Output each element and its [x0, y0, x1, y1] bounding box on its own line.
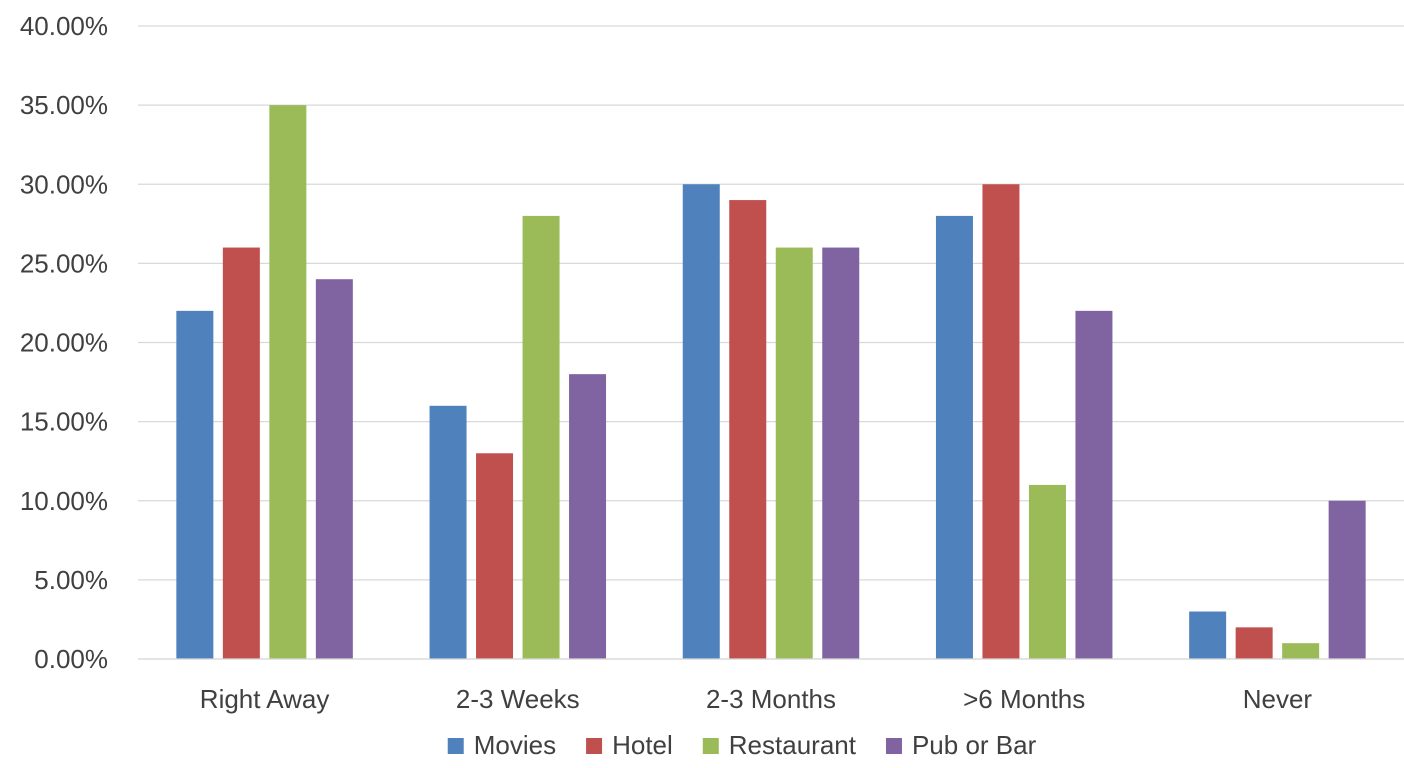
y-tick-label: 15.00% [20, 407, 108, 437]
bar-restaurant [1028, 484, 1066, 659]
bar-movies [1189, 611, 1227, 659]
y-tick-label: 30.00% [20, 169, 108, 199]
bar-restaurant [1282, 643, 1320, 659]
bar-hotel [1235, 627, 1273, 659]
bar-pub-or-bar [315, 279, 353, 659]
bar-pub-or-bar [1328, 500, 1366, 659]
legend-label-pub-or-bar: Pub or Bar [912, 730, 1037, 760]
legend-swatch-pub-or-bar [885, 738, 902, 754]
bar-pub-or-bar [822, 247, 860, 660]
bar-restaurant [522, 215, 560, 659]
legend-label-hotel: Hotel [612, 730, 673, 760]
legend-swatch-restaurant [702, 738, 719, 754]
bar-movies [682, 184, 720, 659]
x-category-label: 2-3 Weeks [456, 684, 580, 714]
bar-pub-or-bar [569, 374, 607, 659]
legend: Movies Hotel Restaurant Pub or Bar [447, 730, 1037, 760]
bar-movies [935, 215, 973, 659]
legend-label-movies: Movies [474, 730, 556, 760]
legend-swatch-movies [447, 738, 464, 754]
bar-hotel [729, 200, 767, 659]
y-tick-label: 25.00% [20, 248, 108, 278]
bar-restaurant [269, 105, 307, 659]
x-category-label: >6 Months [963, 684, 1085, 714]
x-category-label: Never [1243, 684, 1313, 714]
bar-hotel [476, 453, 514, 659]
bar-hotel [982, 184, 1020, 659]
bar-pub-or-bar [1075, 310, 1113, 659]
y-tick-label: 20.00% [20, 328, 108, 358]
x-category-label: Right Away [200, 684, 330, 714]
bar-hotel [222, 247, 260, 660]
y-tick-label: 5.00% [34, 565, 108, 595]
bar-restaurant [775, 247, 813, 660]
y-tick-label: 40.00% [20, 11, 108, 41]
legend-swatch-hotel [586, 738, 603, 754]
bar-movies [176, 310, 214, 659]
y-tick-label: 0.00% [34, 644, 108, 674]
y-tick-label: 35.00% [20, 90, 108, 120]
y-tick-label: 10.00% [20, 486, 108, 516]
legend-label-restaurant: Restaurant [729, 730, 857, 760]
bar-movies [429, 405, 467, 659]
x-category-label: 2-3 Months [706, 684, 836, 714]
